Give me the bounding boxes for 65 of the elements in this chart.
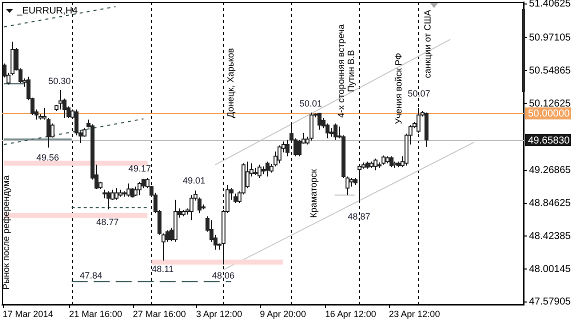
chart-title: _EURRUR,H4 [16, 6, 78, 17]
candlestick [382, 154, 386, 166]
y-tick-label: 48.42385 [529, 230, 572, 242]
annotation: Учения войск РФ [393, 52, 404, 124]
x-tick-label: 23 Apr 12:00 [388, 308, 440, 319]
annotation: 48.11 [152, 264, 174, 274]
candlestick [254, 167, 258, 176]
candlestick [114, 188, 118, 200]
candlestick [424, 112, 428, 148]
candlestick [358, 164, 362, 202]
annotation: 48.06 [212, 270, 235, 280]
candlestick [134, 186, 138, 196]
candlestick [190, 194, 194, 221]
x-tick-label: 3 Apr 12:00 [196, 308, 242, 319]
annotation: 47.84 [80, 270, 102, 280]
candlestick [310, 112, 314, 142]
annotation: Донецк, Харьков [225, 48, 236, 118]
candlestick [350, 178, 354, 188]
y-tick-label: 48.84625 [529, 198, 572, 210]
annotation: 50.30 [48, 76, 71, 86]
candlestick [258, 164, 262, 179]
candlestick [182, 209, 186, 217]
ref-line-label: 49.65830 [528, 135, 570, 146]
annotation: 48.77 [96, 216, 119, 227]
candlestick [366, 161, 370, 170]
annotation: 50.07 [408, 88, 430, 98]
candlestick [174, 199, 178, 242]
candlestick [330, 128, 334, 138]
y-tick-label: 48.00145 [529, 264, 572, 275]
x-tick-label: 9 Apr 20:00 [260, 308, 306, 319]
candlestick [266, 161, 270, 177]
candlestick [126, 182, 130, 198]
candlestick [334, 123, 338, 140]
ref-line-label: 50.00000 [528, 108, 570, 120]
candlestick [370, 161, 374, 168]
y-tick-label: 50.12625 [529, 98, 572, 110]
y-tick-label: 50.54865 [529, 65, 572, 76]
x-tick-label: 21 Mar 16:00 [69, 308, 122, 319]
x-tick-label: 17 Mar 2014 [2, 308, 54, 319]
x-tick-label: 16 Apr 12:00 [325, 308, 376, 319]
y-tick-label: 49.26865 [529, 165, 572, 176]
annotation: 49.01 [182, 175, 206, 186]
annotation: Рынок после референдума [0, 175, 11, 290]
candlestick [106, 190, 110, 210]
annotation: 49.56 [36, 152, 59, 162]
annotation: 48.87 [348, 211, 370, 222]
candlestick [278, 144, 282, 164]
annotation: Краматорск [308, 169, 318, 218]
annotation: санкции от США [422, 10, 432, 78]
candlestick [318, 112, 322, 130]
y-tick-label: 47.57905 [529, 296, 572, 308]
annotation: 49.17 [128, 164, 151, 174]
candlestick [262, 166, 266, 175]
candlestick [118, 189, 122, 198]
annotation: 50.01 [300, 98, 322, 108]
candlestick [392, 161, 396, 168]
candlestick [138, 181, 142, 196]
candlestick [58, 90, 62, 110]
y-tick-label: 51.40625 [529, 0, 572, 10]
candlestick [386, 156, 390, 164]
annotation: 4-х сторонняя встреча Путин В.В [336, 24, 356, 118]
y-tick-label: 50.97105 [529, 32, 572, 44]
candlestick [416, 107, 420, 134]
candlestick [374, 158, 378, 171]
x-tick-label: 27 Mar 16:00 [132, 308, 186, 319]
